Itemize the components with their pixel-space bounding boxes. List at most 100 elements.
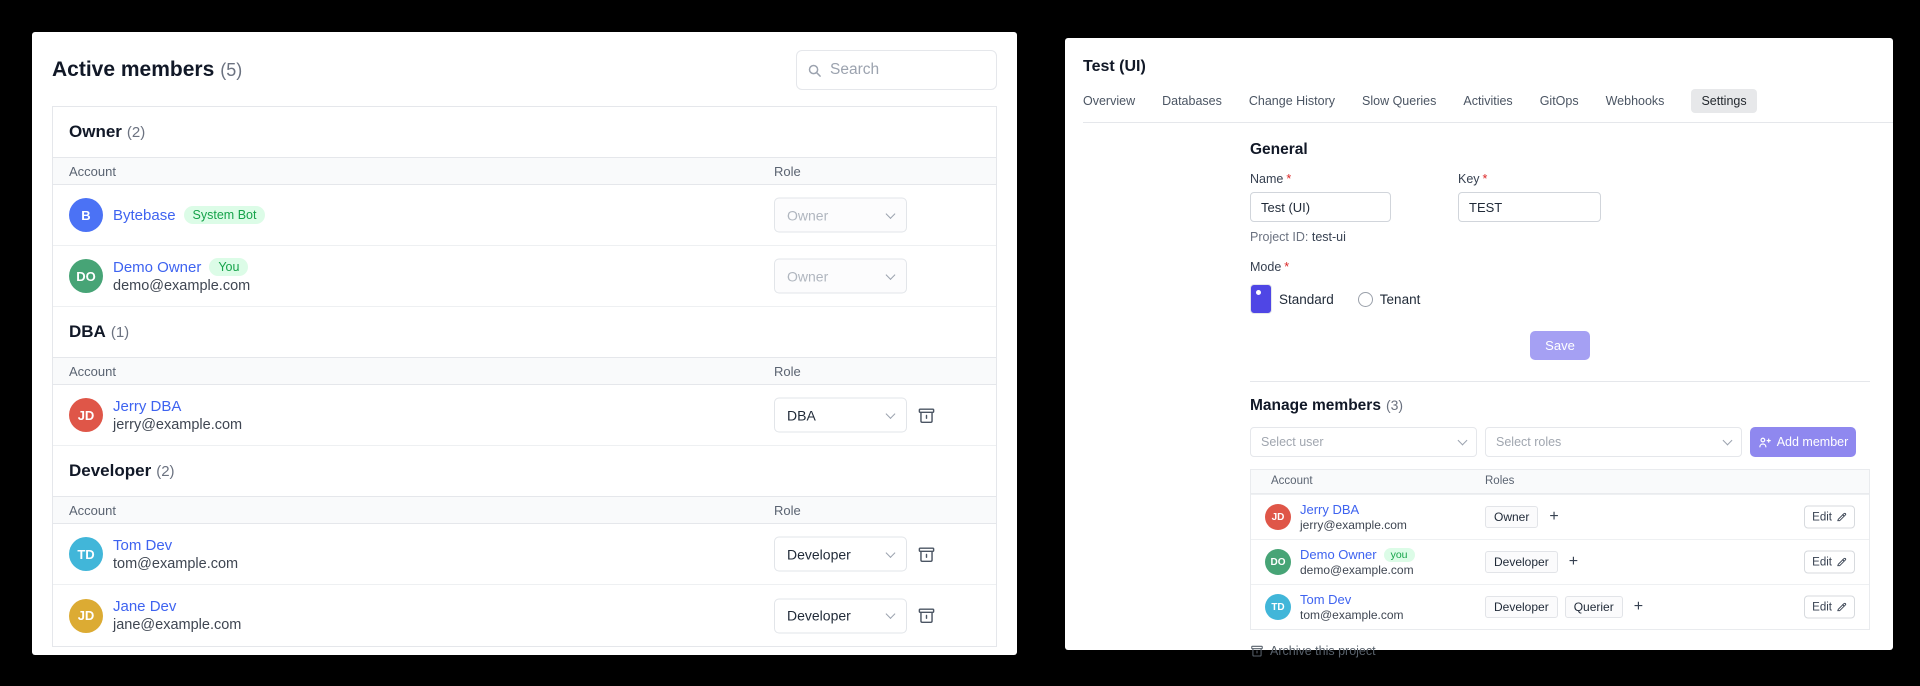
general-form-row: Name* Project ID: test-ui Key * [1250, 172, 1870, 244]
archive-label: Archive this project [1270, 644, 1376, 658]
select-roles-dropdown[interactable]: Select roles [1485, 427, 1742, 457]
member-email: jane@example.com [113, 617, 242, 633]
mode-radio-standard[interactable]: Standard [1250, 284, 1334, 314]
member-name-link[interactable]: Tom Dev [1300, 592, 1352, 607]
role-column-header: Role [774, 364, 801, 379]
avatar: B [69, 198, 103, 232]
add-member-label: Add member [1776, 435, 1849, 449]
member-email: tom@example.com [113, 555, 239, 572]
tab-slow-queries[interactable]: Slow Queries [1362, 94, 1437, 108]
delete-member-button[interactable] [915, 404, 937, 426]
search-icon [808, 64, 821, 77]
page-title-text: Active members [52, 58, 215, 81]
add-role-button[interactable]: + [1549, 508, 1559, 525]
section-name: DBA [69, 322, 106, 341]
mode-radio-group: Standard Tenant [1250, 284, 1870, 314]
member-row: TD Tom Dev tom@example.com Developer [53, 524, 996, 585]
radio-unselected-icon [1357, 291, 1373, 307]
add-member-controls: Select user Select roles Add member [1250, 427, 1870, 457]
member-info: Jerry DBA jerry@example.com [1300, 502, 1407, 532]
member-name-link[interactable]: Demo Owner [113, 258, 202, 276]
archive-project-button[interactable]: Archive this project [1250, 644, 1870, 658]
save-button[interactable]: Save [1530, 331, 1590, 360]
search-box[interactable] [796, 50, 997, 90]
person-plus-icon [1759, 437, 1771, 447]
member-name-link[interactable]: Jane Dev [113, 598, 177, 615]
add-member-button[interactable]: Add member [1750, 427, 1856, 457]
edit-member-button[interactable]: Edit [1804, 505, 1855, 529]
chevron-down-icon [1722, 435, 1733, 446]
member-section: Owner (2) Account Role B Bytebase System Bot Ow… [53, 107, 996, 307]
member-section: Developer (2) Account Role TD Tom Dev tom@exam… [53, 446, 996, 646]
select-user-placeholder: Select user [1261, 435, 1324, 449]
table-row: TD Tom Dev tom@example.com Developer Querier… [1251, 584, 1869, 629]
settings-content: General Name* Project ID: test-ui Key * [1250, 141, 1870, 658]
member-name-link[interactable]: Jerry DBA [113, 397, 182, 415]
manage-members-title: Manage members [1250, 397, 1381, 414]
member-info: Tom Dev tom@example.com [113, 537, 238, 572]
name-field-group: Name* Project ID: test-ui [1250, 172, 1391, 244]
general-heading: General [1250, 141, 1308, 158]
mode-label: Mode * [1250, 260, 1870, 274]
tab-gitops[interactable]: GitOps [1539, 94, 1579, 108]
member-email: demo@example.com [113, 278, 251, 294]
role-chip: Developer [1485, 551, 1558, 573]
members-card: Owner (2) Account Role B Bytebase System Bot Ow… [52, 106, 997, 647]
role-select[interactable]: Developer [774, 598, 907, 633]
chevron-down-icon [885, 269, 896, 280]
tab-settings[interactable]: Settings [1691, 89, 1757, 113]
search-input[interactable] [830, 61, 970, 79]
key-input[interactable] [1458, 192, 1601, 222]
delete-member-button[interactable] [915, 543, 937, 565]
role-chip: Querier [1564, 596, 1623, 618]
member-name-link[interactable]: Bytebase [113, 206, 176, 224]
project-title: Test (UI) [1083, 58, 1146, 75]
section-count: (1) [110, 324, 130, 341]
select-user-dropdown[interactable]: Select user [1250, 427, 1477, 457]
name-input[interactable] [1250, 192, 1391, 222]
pencil-icon [1836, 557, 1847, 568]
member-info: Demo Owner you demo@example.com [1300, 547, 1415, 577]
role-select[interactable]: DBA [774, 397, 907, 433]
avatar: JD [69, 598, 103, 633]
avatar: TD [69, 537, 103, 571]
role-select[interactable]: Developer [774, 536, 907, 572]
members-count: (5) [220, 60, 243, 80]
avatar: TD [1265, 594, 1291, 620]
role-select: Owner [774, 197, 907, 233]
member-badge: you [1383, 547, 1415, 562]
edit-member-button[interactable]: Edit [1804, 595, 1855, 619]
section-name: Developer [69, 461, 152, 480]
member-name-link[interactable]: Jerry DBA [1300, 502, 1360, 517]
edit-member-button[interactable]: Edit [1804, 550, 1855, 574]
add-role-button[interactable]: + [1633, 598, 1644, 615]
section-count: (2) [126, 124, 146, 141]
role-column-header: Role [774, 164, 801, 179]
member-row: JD Jerry DBA jerry@example.com DBA [53, 385, 996, 446]
key-label-text: Key [1458, 172, 1480, 186]
roles-cell: Developer Querier + [1485, 596, 1643, 618]
add-role-button[interactable]: + [1568, 553, 1579, 570]
member-row: JD Jane Dev jane@example.com Developer [53, 585, 996, 646]
member-name-link[interactable]: Demo Owner [1300, 547, 1377, 562]
member-email: tom@example.com [1300, 608, 1404, 622]
member-name-link[interactable]: Tom Dev [113, 536, 173, 554]
mode-radio-tenant[interactable]: Tenant [1357, 291, 1420, 307]
table-header-row: Account Role [53, 157, 996, 185]
delete-member-button[interactable] [915, 605, 937, 627]
table-header-row: Account Roles [1251, 470, 1869, 494]
project-tabs: Overview Databases Change History Slow Quer… [1083, 89, 1893, 123]
required-asterisk: * [1286, 172, 1292, 186]
section-divider [1250, 381, 1870, 382]
member-name-row: Jane Dev [113, 598, 241, 615]
avatar: JD [69, 398, 103, 432]
tab-overview[interactable]: Overview [1083, 94, 1136, 108]
name-label: Name * [1250, 172, 1391, 186]
tab-webhooks[interactable]: Webhooks [1605, 94, 1665, 108]
table-header-row: Account Role [53, 357, 996, 385]
tab-change-history[interactable]: Change History [1248, 94, 1336, 108]
member-email: demo@example.com [1300, 563, 1414, 577]
tab-databases[interactable]: Databases [1162, 94, 1222, 108]
roles-column-header: Roles [1485, 475, 1515, 487]
tab-activities[interactable]: Activities [1463, 94, 1513, 108]
